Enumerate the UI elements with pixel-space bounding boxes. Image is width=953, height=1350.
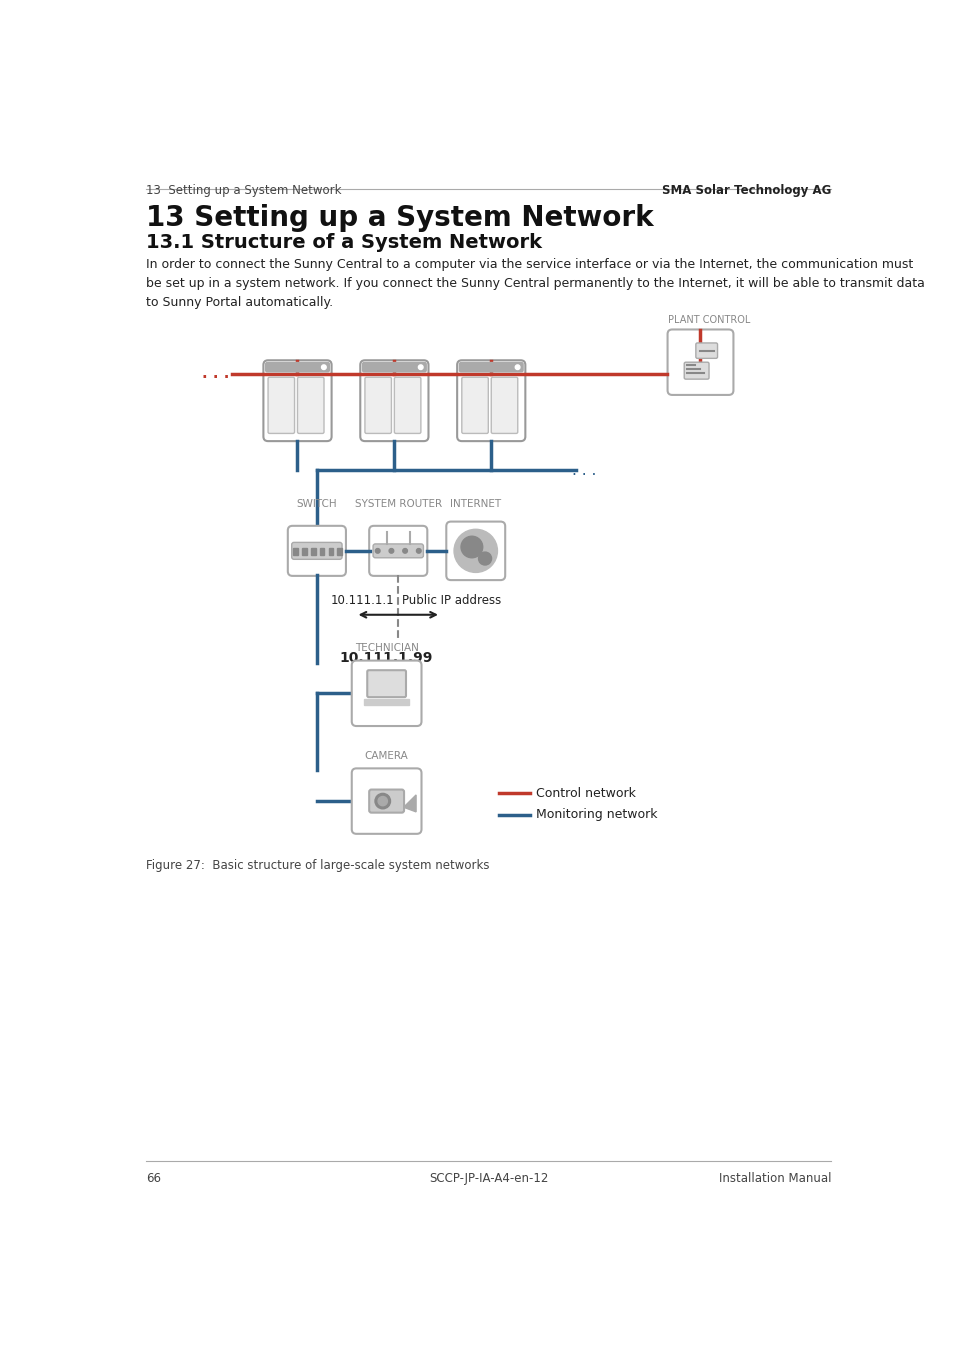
- Circle shape: [321, 364, 326, 370]
- FancyBboxPatch shape: [373, 544, 423, 558]
- Bar: [302, 548, 307, 555]
- FancyBboxPatch shape: [446, 521, 505, 580]
- Circle shape: [389, 548, 394, 554]
- Text: INTERNET: INTERNET: [450, 498, 500, 509]
- Circle shape: [515, 364, 519, 370]
- FancyBboxPatch shape: [683, 362, 708, 379]
- Text: CAMERA: CAMERA: [364, 751, 408, 761]
- FancyBboxPatch shape: [263, 360, 332, 441]
- Text: 10.111.1.1: 10.111.1.1: [331, 594, 394, 608]
- Circle shape: [375, 794, 390, 809]
- FancyBboxPatch shape: [667, 329, 733, 396]
- Text: Figure 27:  Basic structure of large-scale system networks: Figure 27: Basic structure of large-scal…: [146, 859, 489, 872]
- Text: 13.1 Structure of a System Network: 13.1 Structure of a System Network: [146, 232, 542, 252]
- Circle shape: [478, 552, 491, 566]
- Circle shape: [460, 536, 482, 558]
- Circle shape: [416, 548, 420, 554]
- FancyBboxPatch shape: [352, 660, 421, 726]
- FancyBboxPatch shape: [491, 377, 517, 433]
- Text: Control network: Control network: [536, 787, 636, 801]
- Text: 13  Setting up a System Network: 13 Setting up a System Network: [146, 184, 341, 197]
- Text: In order to connect the Sunny Central to a computer via the service interface or: In order to connect the Sunny Central to…: [146, 258, 924, 309]
- Text: SCCP-JP-IA-A4-en-12: SCCP-JP-IA-A4-en-12: [429, 1172, 548, 1185]
- FancyBboxPatch shape: [461, 377, 488, 433]
- Circle shape: [418, 364, 422, 370]
- Circle shape: [402, 548, 407, 554]
- FancyBboxPatch shape: [297, 377, 324, 433]
- Circle shape: [375, 548, 379, 554]
- Text: SMA Solar Technology AG: SMA Solar Technology AG: [661, 184, 831, 197]
- FancyBboxPatch shape: [265, 362, 330, 373]
- FancyBboxPatch shape: [352, 768, 421, 834]
- Text: Monitoring network: Monitoring network: [536, 809, 657, 821]
- Bar: [319, 548, 324, 555]
- FancyBboxPatch shape: [268, 377, 294, 433]
- Circle shape: [377, 796, 387, 806]
- FancyBboxPatch shape: [369, 526, 427, 576]
- Bar: [293, 548, 297, 555]
- FancyBboxPatch shape: [292, 543, 342, 559]
- Text: Installation Manual: Installation Manual: [719, 1172, 831, 1185]
- Bar: [311, 548, 315, 555]
- FancyBboxPatch shape: [361, 362, 427, 373]
- Text: 10.111.1.99: 10.111.1.99: [339, 651, 433, 664]
- Bar: [364, 699, 409, 705]
- Text: PLANT CONTROL: PLANT CONTROL: [667, 316, 750, 325]
- FancyBboxPatch shape: [394, 377, 420, 433]
- Text: SYSTEM ROUTER: SYSTEM ROUTER: [355, 498, 441, 509]
- Text: 13 Setting up a System Network: 13 Setting up a System Network: [146, 204, 654, 232]
- FancyBboxPatch shape: [695, 343, 717, 358]
- Bar: [337, 548, 342, 555]
- FancyBboxPatch shape: [360, 360, 428, 441]
- Text: . . .: . . .: [572, 463, 596, 478]
- Circle shape: [454, 529, 497, 572]
- Text: 66: 66: [146, 1172, 161, 1185]
- FancyBboxPatch shape: [458, 362, 523, 373]
- Text: Public IP address: Public IP address: [402, 594, 501, 608]
- FancyBboxPatch shape: [365, 377, 391, 433]
- Polygon shape: [403, 795, 416, 811]
- FancyBboxPatch shape: [288, 526, 346, 576]
- FancyBboxPatch shape: [456, 360, 525, 441]
- Bar: [328, 548, 333, 555]
- Text: SWITCH: SWITCH: [296, 498, 336, 509]
- FancyBboxPatch shape: [367, 670, 406, 697]
- Text: . . .: . . .: [202, 366, 230, 381]
- FancyBboxPatch shape: [369, 790, 404, 813]
- Text: TECHNICIAN: TECHNICIAN: [355, 643, 418, 653]
